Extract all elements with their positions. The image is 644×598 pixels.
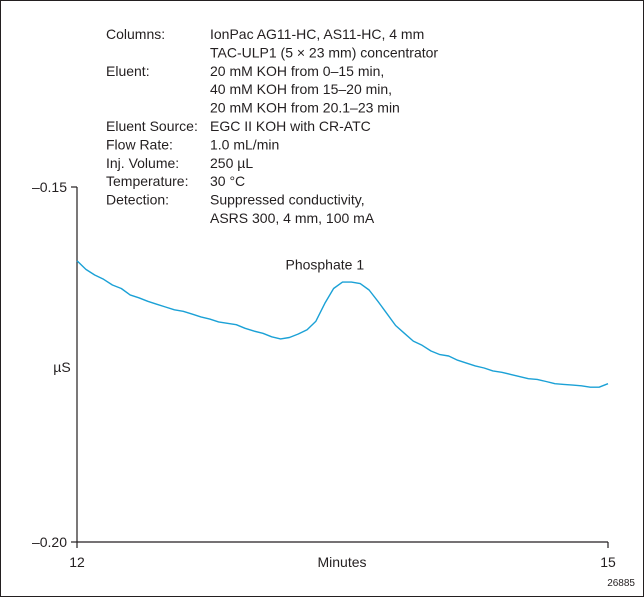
condition-value: EGC II KOH with CR-ATC	[210, 118, 371, 134]
condition-value: ASRS 300, 4 mm, 100 mA	[210, 210, 375, 226]
conductivity-trace	[76, 260, 609, 388]
x-tick-label: 12	[69, 554, 85, 570]
condition-label: Eluent Source:	[106, 118, 198, 134]
condition-label: Temperature:	[106, 173, 188, 189]
conditions-block: Columns: IonPac AG11-HC, AS11-HC, 4 mm TAC…	[106, 26, 438, 226]
condition-label: Eluent:	[106, 63, 150, 79]
condition-value: 20 mM KOH from 20.1–23 min	[210, 100, 400, 116]
condition-label: Flow Rate:	[106, 136, 173, 152]
condition-value: 20 mM KOH from 0–15 min,	[210, 63, 384, 79]
condition-label: Columns:	[106, 26, 165, 42]
y-tick-label: –0.15	[32, 179, 67, 195]
y-axis-label: µS	[53, 359, 70, 375]
condition-value: 1.0 mL/min	[210, 136, 279, 152]
condition-value: IonPac AG11-HC, AS11-HC, 4 mm	[210, 26, 424, 42]
condition-label: Inj. Volume:	[106, 155, 179, 171]
condition-value: Suppressed conductivity,	[210, 192, 365, 208]
condition-label: Detection:	[106, 192, 169, 208]
x-tick-label: 15	[600, 554, 616, 570]
peak-label-phosphate: Phosphate 1	[285, 256, 364, 272]
condition-value: 30 °C	[210, 173, 245, 189]
condition-value: 250 µL	[210, 155, 253, 171]
x-axis-label: Minutes	[317, 554, 366, 570]
condition-value: TAC-ULP1 (5 × 23 mm) concentrator	[210, 44, 438, 60]
condition-value: 40 mM KOH from 15–20 min,	[210, 81, 392, 97]
figure-number: 26885	[607, 578, 635, 589]
y-tick-label: –0.20	[32, 534, 67, 550]
